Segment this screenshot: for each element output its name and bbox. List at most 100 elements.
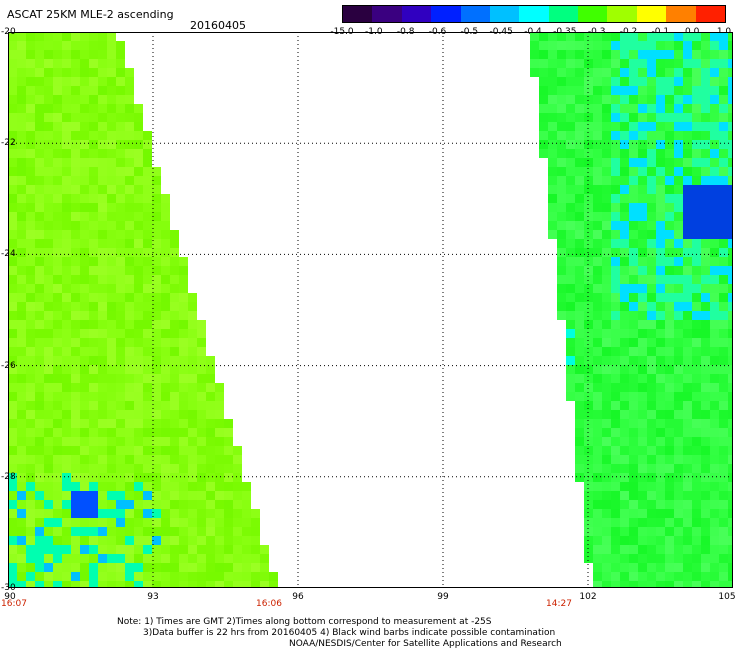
swath-cell	[674, 572, 683, 581]
swath-cell	[710, 32, 719, 41]
swath-cell	[206, 563, 215, 572]
swath-cell	[674, 131, 683, 140]
swath-cell	[719, 302, 728, 311]
swath-cell	[125, 194, 134, 203]
swath-cell	[71, 464, 80, 473]
swath-cell	[638, 482, 647, 491]
swath-cell	[692, 59, 701, 68]
swath-cell	[683, 356, 692, 365]
swath-cell	[674, 329, 683, 338]
swath-cell	[89, 392, 98, 401]
swath-cell	[611, 428, 620, 437]
swath-cell	[674, 248, 683, 257]
swath-cell	[647, 248, 656, 257]
swath-cell	[674, 302, 683, 311]
swath-cell	[107, 221, 116, 230]
swath-cell	[8, 563, 17, 572]
swath-cell	[161, 554, 170, 563]
swath-cell	[161, 581, 170, 588]
swath-cell	[188, 410, 197, 419]
swath-cell	[125, 149, 134, 158]
swath-cell	[170, 545, 179, 554]
swath-cell	[719, 194, 728, 203]
swath-cell	[701, 248, 710, 257]
swath-cell	[8, 266, 17, 275]
swath-cell	[575, 428, 584, 437]
swath-cell	[80, 311, 89, 320]
swath-cell	[8, 329, 17, 338]
swath-cell	[701, 212, 710, 221]
swath-cell	[692, 230, 701, 239]
swath-cell	[53, 554, 62, 563]
swath-cell	[692, 257, 701, 266]
swath-cell	[80, 185, 89, 194]
swath-cell	[71, 554, 80, 563]
swath-cell	[638, 32, 647, 41]
swath-cell	[656, 410, 665, 419]
swath-cell	[143, 473, 152, 482]
swath-cell	[566, 122, 575, 131]
swath-cell	[80, 329, 89, 338]
swath-cell	[683, 167, 692, 176]
swath-cell	[728, 356, 733, 365]
swath-cell	[638, 392, 647, 401]
swath-cell	[647, 194, 656, 203]
swath-cell	[206, 401, 215, 410]
swath-cell	[593, 185, 602, 194]
swath-cell	[26, 482, 35, 491]
swath-cell	[719, 419, 728, 428]
swath-cell	[692, 275, 701, 284]
swath-cell	[593, 41, 602, 50]
swath-cell	[557, 68, 566, 77]
swath-cell	[728, 176, 733, 185]
swath-cell	[197, 464, 206, 473]
swath-cell	[728, 464, 733, 473]
swath-cell	[701, 509, 710, 518]
swath-cell	[152, 293, 161, 302]
swath-cell	[134, 374, 143, 383]
swath-cell	[179, 293, 188, 302]
swath-cell	[26, 104, 35, 113]
swath-cell	[8, 500, 17, 509]
swath-cell	[665, 347, 674, 356]
swath-cell	[197, 509, 206, 518]
swath-cell	[197, 563, 206, 572]
swath-cell	[152, 455, 161, 464]
swath-cell	[62, 284, 71, 293]
swath-cell	[611, 554, 620, 563]
swath-cell	[557, 266, 566, 275]
swath-cell	[692, 149, 701, 158]
swath-cell	[152, 572, 161, 581]
swath-cell	[620, 392, 629, 401]
swath-cell	[80, 104, 89, 113]
swath-cell	[17, 185, 26, 194]
swath-cell	[17, 212, 26, 221]
swath-cell	[566, 356, 575, 365]
swath-cell	[566, 77, 575, 86]
swath-cell	[188, 311, 197, 320]
swath-cell	[656, 149, 665, 158]
swath-cell	[242, 536, 251, 545]
swath-cell	[584, 509, 593, 518]
swath-cell	[593, 95, 602, 104]
swath-cell	[665, 230, 674, 239]
swath-cell	[710, 50, 719, 59]
swath-cell	[116, 77, 125, 86]
swath-cell	[161, 266, 170, 275]
swath-cell	[152, 356, 161, 365]
swath-cell	[107, 41, 116, 50]
swath-cell	[701, 437, 710, 446]
swath-cell	[584, 455, 593, 464]
swath-cell	[17, 374, 26, 383]
swath-cell	[62, 68, 71, 77]
swath-cell	[629, 383, 638, 392]
swath-cell	[710, 410, 719, 419]
swath-cell	[125, 167, 134, 176]
swath-cell	[665, 563, 674, 572]
swath-cell	[170, 329, 179, 338]
swath-cell	[143, 257, 152, 266]
swath-cell	[602, 194, 611, 203]
swath-cell	[233, 500, 242, 509]
swath-cell	[53, 500, 62, 509]
swath-cell	[629, 122, 638, 131]
